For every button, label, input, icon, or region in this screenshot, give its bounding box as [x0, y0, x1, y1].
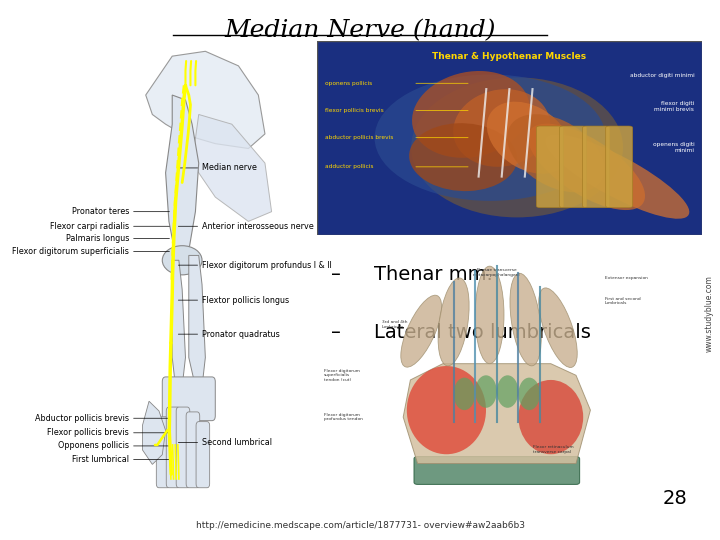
- Text: Opponens pollicis: Opponens pollicis: [58, 441, 129, 450]
- FancyBboxPatch shape: [606, 126, 633, 208]
- Text: Pronator teres: Pronator teres: [72, 207, 129, 216]
- Text: 3rd and 4th
lumbricals: 3rd and 4th lumbricals: [382, 320, 407, 328]
- Text: openens digiti
minimi: openens digiti minimi: [652, 142, 694, 153]
- Text: http://emedicine.medscape.com/article/1877731- overview#aw2aab6b3: http://emedicine.medscape.com/article/18…: [196, 521, 524, 530]
- Ellipse shape: [407, 366, 486, 454]
- Text: abductor pollicis brevis: abductor pollicis brevis: [325, 135, 393, 140]
- Ellipse shape: [411, 77, 623, 218]
- FancyBboxPatch shape: [162, 377, 215, 421]
- Text: Flexor digitorum profundus I & II: Flexor digitorum profundus I & II: [202, 261, 332, 269]
- Text: www.studyblue.com: www.studyblue.com: [705, 275, 714, 352]
- Polygon shape: [145, 51, 265, 148]
- Polygon shape: [189, 255, 205, 387]
- Text: Median nerve: Median nerve: [202, 164, 257, 172]
- Ellipse shape: [539, 288, 577, 368]
- Text: 28: 28: [663, 489, 688, 508]
- Ellipse shape: [412, 71, 530, 158]
- Text: Bursae transverse
metacarpophalangeal: Bursae transverse metacarpophalangeal: [473, 268, 521, 277]
- Text: Flexor digitorum
profundus tendon: Flexor digitorum profundus tendon: [324, 413, 363, 421]
- Ellipse shape: [497, 375, 518, 408]
- Ellipse shape: [475, 266, 504, 364]
- Text: Anterior interosseous nerve: Anterior interosseous nerve: [202, 222, 314, 231]
- Text: Flexor digitorum
superficialis
tendon (cut): Flexor digitorum superficialis tendon (c…: [324, 369, 360, 382]
- Text: flexor pollicis brevis: flexor pollicis brevis: [325, 108, 383, 113]
- Ellipse shape: [528, 124, 645, 210]
- Text: Median Nerve (hand): Median Nerve (hand): [224, 19, 496, 42]
- Ellipse shape: [487, 102, 570, 174]
- Ellipse shape: [507, 114, 604, 192]
- FancyBboxPatch shape: [166, 407, 180, 488]
- Text: flexor digiti
minimi brevis: flexor digiti minimi brevis: [654, 101, 694, 112]
- Text: First and second
lumbricals: First and second lumbricals: [605, 296, 641, 305]
- Text: Pronator quadratus: Pronator quadratus: [202, 329, 280, 339]
- Text: –: –: [331, 323, 341, 342]
- Text: Lateral two lumbricals: Lateral two lumbricals: [374, 323, 591, 342]
- Ellipse shape: [454, 89, 550, 167]
- FancyBboxPatch shape: [582, 126, 610, 208]
- FancyBboxPatch shape: [186, 412, 199, 488]
- Text: Flexor pollicis brevis: Flexor pollicis brevis: [48, 428, 129, 437]
- Ellipse shape: [518, 380, 583, 454]
- Polygon shape: [166, 95, 199, 255]
- Ellipse shape: [409, 123, 517, 191]
- Ellipse shape: [545, 134, 689, 219]
- Polygon shape: [143, 401, 166, 464]
- Text: First lumbrical: First lumbrical: [72, 455, 129, 464]
- Text: Thenar & Hypothenar Muscles: Thenar & Hypothenar Muscles: [432, 51, 587, 60]
- Text: abductor digiti minimi: abductor digiti minimi: [629, 73, 694, 78]
- Text: Flexor digitorum superficialis: Flexor digitorum superficialis: [12, 247, 129, 256]
- Text: Abductor pollicis brevis: Abductor pollicis brevis: [35, 414, 129, 423]
- FancyBboxPatch shape: [176, 407, 190, 488]
- Text: Extensor expansion: Extensor expansion: [605, 276, 648, 280]
- Text: Flexor carpi radialis: Flexor carpi radialis: [50, 222, 129, 231]
- Text: Flexor retinaculum
transverse carpal: Flexor retinaculum transverse carpal: [533, 446, 573, 454]
- Ellipse shape: [374, 75, 606, 201]
- Ellipse shape: [438, 278, 469, 366]
- Text: –: –: [331, 265, 341, 284]
- Ellipse shape: [401, 295, 441, 367]
- Ellipse shape: [518, 377, 540, 410]
- Text: Second lumbrical: Second lumbrical: [202, 438, 272, 447]
- Polygon shape: [172, 260, 186, 387]
- FancyBboxPatch shape: [559, 126, 587, 208]
- Ellipse shape: [510, 273, 541, 366]
- Text: adductor pollicis: adductor pollicis: [325, 164, 373, 170]
- Ellipse shape: [162, 246, 202, 275]
- Ellipse shape: [454, 377, 475, 410]
- FancyBboxPatch shape: [196, 422, 210, 488]
- Ellipse shape: [475, 375, 497, 408]
- FancyBboxPatch shape: [414, 456, 580, 484]
- Polygon shape: [403, 364, 590, 463]
- Text: Limited hand mm.:: Limited hand mm.:: [328, 202, 534, 221]
- FancyBboxPatch shape: [536, 126, 563, 208]
- Text: Palmaris longus: Palmaris longus: [66, 234, 129, 243]
- Text: Thenar mm.: Thenar mm.: [374, 265, 493, 284]
- Text: Flextor pollicis longus: Flextor pollicis longus: [202, 295, 289, 305]
- FancyBboxPatch shape: [156, 417, 170, 488]
- Text: oponens pollicis: oponens pollicis: [325, 81, 372, 86]
- Polygon shape: [192, 114, 271, 221]
